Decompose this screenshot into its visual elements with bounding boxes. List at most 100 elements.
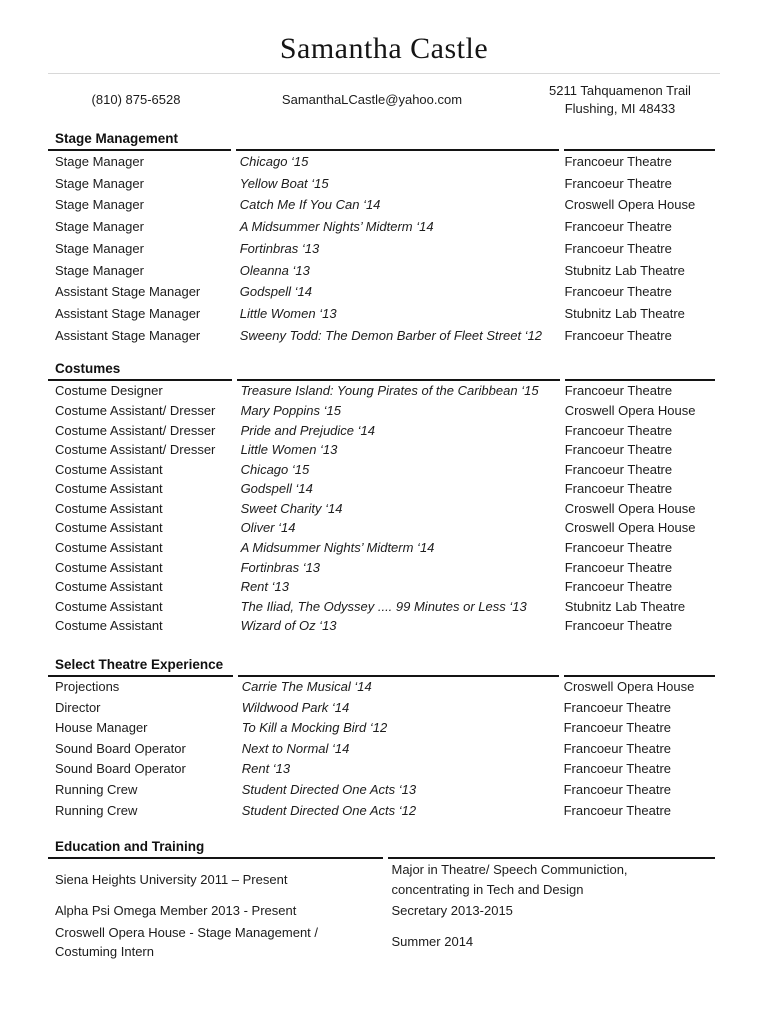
experience-row: Assistant Stage Manager Godspell ‘14 Fra… xyxy=(48,281,715,303)
experience-row: Costume Assistant Godspell ‘14 Francoeur… xyxy=(48,479,715,499)
role-cell: Costume Assistant xyxy=(55,598,163,614)
production-cell: Student Directed One Acts ‘13 xyxy=(241,782,417,798)
venue-cell: Francoeur Theatre xyxy=(563,720,672,736)
section-heading-row: Select Theatre Experience xyxy=(48,656,715,678)
production-cell: Sweeny Todd: The Demon Barber of Fleet S… xyxy=(239,327,543,343)
production-cell: Student Directed One Acts ‘12 xyxy=(241,802,417,818)
role-cell: Running Crew xyxy=(55,802,138,818)
role-cell: Costume Assistant xyxy=(55,618,163,634)
venue-cell: Francoeur Theatre xyxy=(563,782,672,798)
experience-row: Costume Assistant Wizard of Oz ‘13 Franc… xyxy=(48,616,715,636)
section-heading-row: Stage Management xyxy=(48,130,715,151)
section-rule xyxy=(235,130,560,151)
select-theatre-rows: Projections Carrie The Musical ‘14 Crosw… xyxy=(48,677,715,821)
experience-row: Stage Manager Chicago ‘15 Francoeur Thea… xyxy=(48,151,715,173)
header-divider xyxy=(48,73,720,74)
production-cell: Little Women ‘13 xyxy=(240,442,338,458)
experience-row: Costume Assistant Sweet Charity ‘14 Cros… xyxy=(48,499,715,519)
experience-row: Stage Manager Catch Me If You Can ‘14 Cr… xyxy=(48,194,715,216)
production-cell: Godspell ‘14 xyxy=(240,481,313,497)
experience-row: Running Crew Student Directed One Acts ‘… xyxy=(48,780,715,801)
venue-cell: Francoeur Theatre xyxy=(564,383,673,399)
experience-row: Stage Manager A Midsummer Nights’ Midter… xyxy=(48,216,715,238)
education-right-cell: Major in Theatre/ Speech Communiction, c… xyxy=(391,862,628,897)
experience-row: Projections Carrie The Musical ‘14 Crosw… xyxy=(48,677,715,698)
venue-cell: Francoeur Theatre xyxy=(563,740,672,756)
section-title-costumes: Costumes xyxy=(48,360,232,382)
production-cell: Fortinbras ‘13 xyxy=(240,559,321,575)
experience-row: Costume Assistant/ Dresser Little Women … xyxy=(48,440,715,460)
production-cell: Little Women ‘13 xyxy=(239,305,337,321)
venue-cell: Francoeur Theatre xyxy=(564,481,673,497)
production-cell: Rent ‘13 xyxy=(241,761,291,777)
venue-cell: Francoeur Theatre xyxy=(564,175,672,191)
venue-cell: Francoeur Theatre xyxy=(564,284,672,300)
venue-cell: Francoeur Theatre xyxy=(563,802,672,818)
role-cell: Stage Manager xyxy=(55,219,144,235)
role-cell: Costume Assistant xyxy=(55,481,163,497)
section-title-education: Education and Training xyxy=(48,838,383,860)
role-cell: Director xyxy=(55,699,101,715)
production-cell: The Iliad, The Odyssey .... 99 Minutes o… xyxy=(240,598,527,614)
role-cell: Costume Designer xyxy=(55,383,163,399)
venue-cell: Francoeur Theatre xyxy=(564,219,672,235)
production-cell: Chicago ‘15 xyxy=(240,461,310,477)
section-title-stage-management: Stage Management xyxy=(48,130,231,151)
address-line-2: Flushing, MI 48433 xyxy=(564,101,676,116)
production-cell: Chicago ‘15 xyxy=(239,154,309,169)
section-heading-row: Education and Training xyxy=(48,838,715,860)
production-cell: A Midsummer Nights’ Midterm ‘14 xyxy=(240,540,435,556)
section-heading-row: Costumes xyxy=(48,360,715,382)
experience-row: Sound Board Operator Rent ‘13 Francoeur … xyxy=(48,759,715,780)
experience-row: Costume Assistant/ Dresser Mary Poppins … xyxy=(48,401,715,421)
production-cell: A Midsummer Nights’ Midterm ‘14 xyxy=(239,219,434,235)
role-cell: Assistant Stage Manager xyxy=(55,327,201,343)
production-cell: Yellow Boat ‘15 xyxy=(239,175,329,191)
section-rule xyxy=(564,360,715,382)
production-cell: Godspell ‘14 xyxy=(239,284,313,300)
role-cell: Costume Assistant xyxy=(55,461,163,477)
role-cell: Stage Manager xyxy=(55,175,144,191)
stage-management-rows: Stage Manager Chicago ‘15 Francoeur Thea… xyxy=(48,151,715,346)
education-right-cell: Secretary 2013-2015 xyxy=(391,903,513,919)
role-cell: Assistant Stage Manager xyxy=(55,284,201,300)
venue-cell: Francoeur Theatre xyxy=(563,761,672,777)
experience-row: Costume Assistant Rent ‘13 Francoeur The… xyxy=(48,577,715,597)
section-rule xyxy=(563,656,715,678)
venue-cell: Francoeur Theatre xyxy=(564,579,673,595)
contact-phone: (810) 875-6528 xyxy=(91,92,181,107)
contact-email: SamanthaLCastle@yahoo.com xyxy=(281,92,463,107)
role-cell: House Manager xyxy=(55,720,148,736)
experience-row: Director Wildwood Park ‘14 Francoeur The… xyxy=(48,698,715,719)
role-cell: Costume Assistant xyxy=(55,579,163,595)
role-cell: Costume Assistant xyxy=(55,559,163,575)
education-left-cell: Croswell Opera House - Stage Management … xyxy=(55,924,319,960)
role-cell: Stage Manager xyxy=(55,240,144,256)
production-cell: Wizard of Oz ‘13 xyxy=(240,618,337,634)
role-cell: Costume Assistant xyxy=(55,540,163,556)
education-row: Croswell Opera House - Stage Management … xyxy=(48,922,715,963)
education-row: Alpha Psi Omega Member 2013 - Present Se… xyxy=(48,900,715,922)
venue-cell: Croswell Opera House xyxy=(564,197,696,213)
venue-cell: Francoeur Theatre xyxy=(564,154,672,169)
education-row: Siena Heights University 2011 – Present … xyxy=(48,859,715,900)
production-cell: Next to Normal ‘14 xyxy=(241,740,350,756)
section-rule xyxy=(564,130,715,151)
experience-row: House Manager To Kill a Mocking Bird ‘12… xyxy=(48,718,715,739)
experience-row: Sound Board Operator Next to Normal ‘14 … xyxy=(48,739,715,760)
production-cell: Fortinbras ‘13 xyxy=(239,240,320,256)
role-cell: Stage Manager xyxy=(55,262,144,278)
production-cell: Treasure Island: Young Pirates of the Ca… xyxy=(240,383,539,399)
venue-cell: Francoeur Theatre xyxy=(564,422,673,438)
production-cell: Catch Me If You Can ‘14 xyxy=(239,197,381,213)
education-table: Education and Training Siena Heights Uni… xyxy=(43,838,720,963)
role-cell: Costume Assistant xyxy=(55,520,163,536)
experience-row: Costume Assistant A Midsummer Nights’ Mi… xyxy=(48,538,715,558)
venue-cell: Croswell Opera House xyxy=(564,500,696,516)
production-cell: Mary Poppins ‘15 xyxy=(240,402,342,418)
role-cell: Sound Board Operator xyxy=(55,740,186,756)
experience-row: Costume Designer Treasure Island: Young … xyxy=(48,381,715,401)
section-title-select-theatre: Select Theatre Experience xyxy=(48,656,233,678)
contact-row: (810) 875-6528 SamanthaLCastle@yahoo.com… xyxy=(48,82,720,118)
production-cell: Sweet Charity ‘14 xyxy=(240,500,343,516)
